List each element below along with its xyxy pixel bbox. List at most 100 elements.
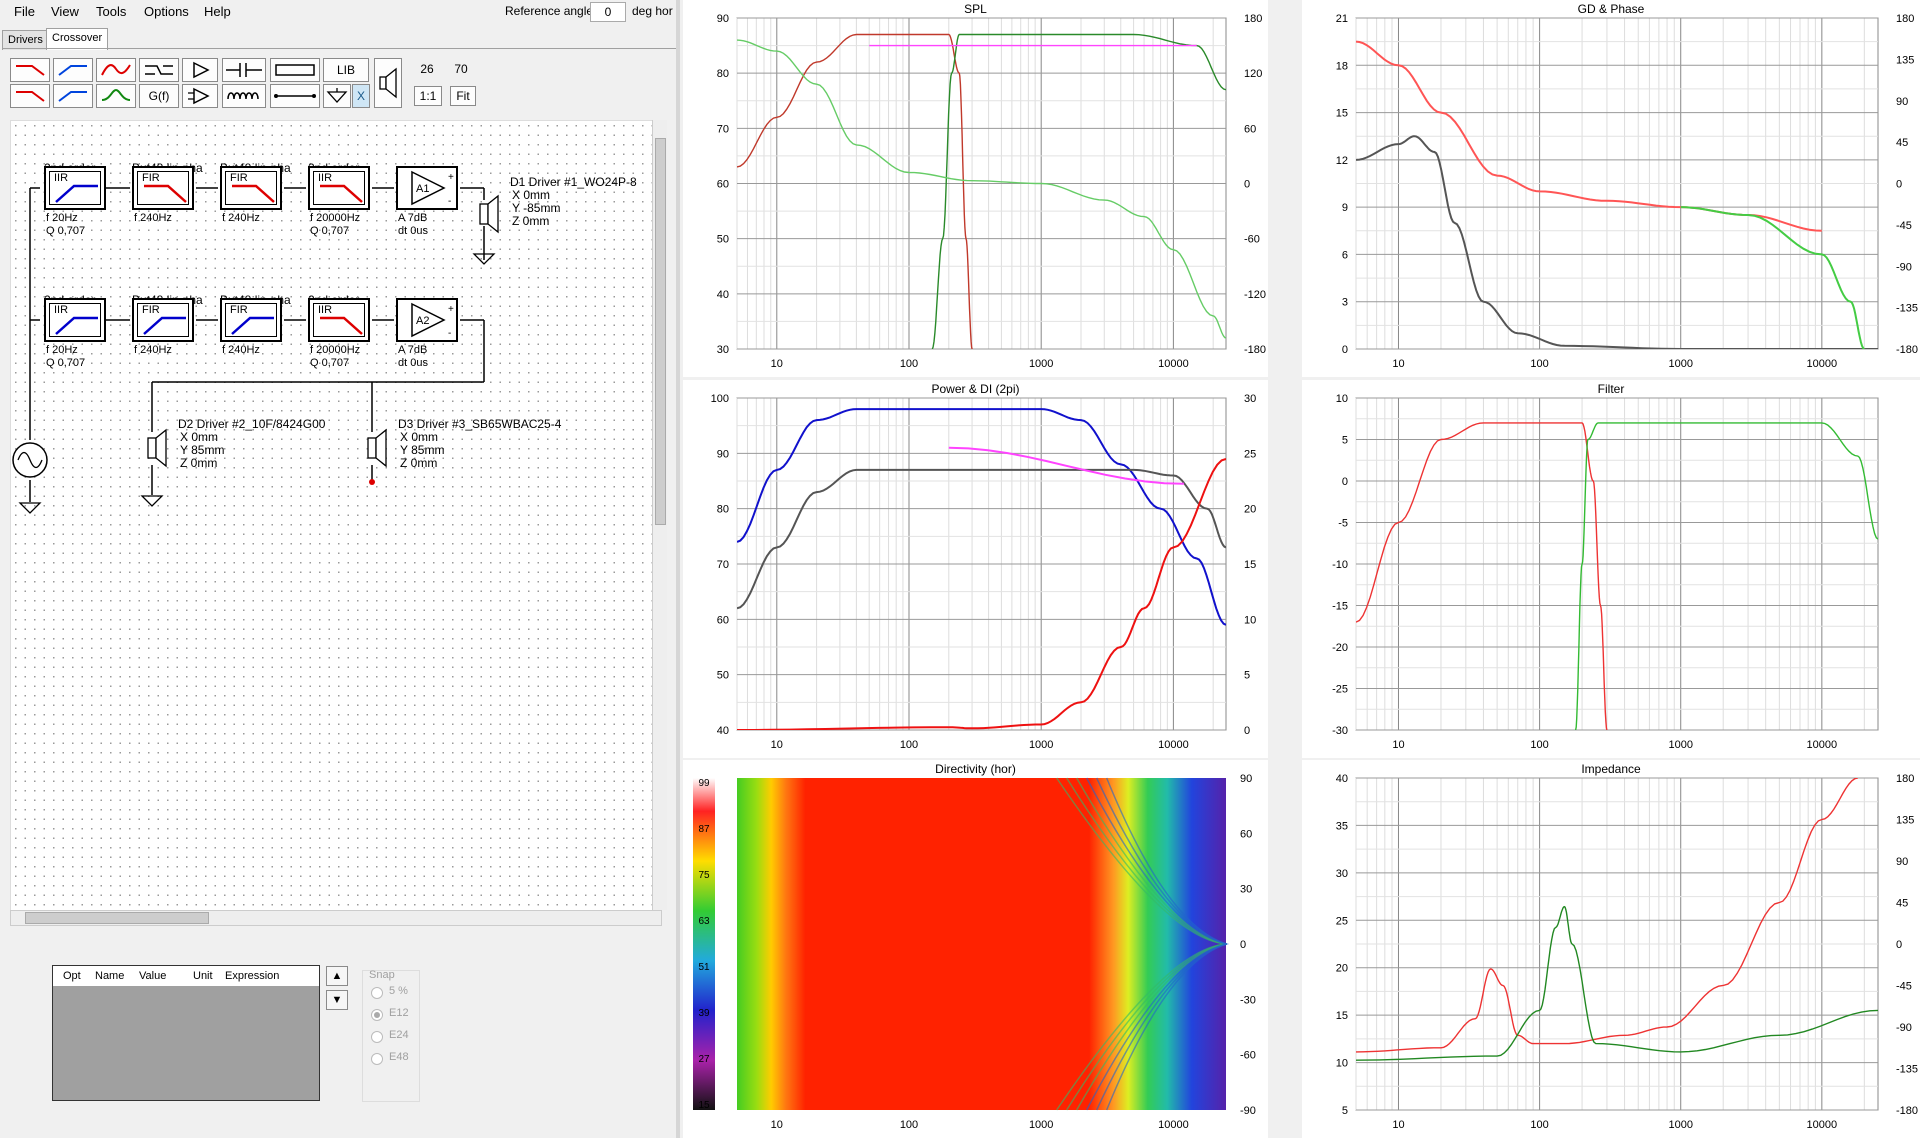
graph-gd-yright-tick: 135 [1896, 54, 1914, 66]
block-param-q-r1-0: Q 0,707 [46, 225, 86, 237]
peak-green-icon[interactable] [96, 84, 136, 108]
lowpass-red-2-icon[interactable] [10, 84, 50, 108]
crossover-canvas[interactable] [10, 120, 662, 912]
directivity-yright-tick: -60 [1240, 1050, 1256, 1062]
filter-block-r1-1[interactable]: FIR [132, 166, 194, 210]
directivity-xtick: 10 [771, 1119, 783, 1131]
graph-spl-xtick: 100 [900, 358, 918, 370]
graph-impedance-yright-tick: 90 [1896, 856, 1908, 868]
block-param-f-r2-1: f 240Hz [134, 344, 172, 356]
reference-angle-unit: deg hor [632, 4, 673, 18]
driver-3-name[interactable]: D3 Driver #3_SB65WBAC25-4 [398, 417, 562, 431]
parameter-table[interactable]: Opt Name Value Unit Expression [52, 965, 320, 1101]
highpass-blue-icon[interactable] [53, 58, 93, 82]
block-param-q-r1-3: Q 0,707 [310, 225, 350, 237]
graph-spl-yright-tick: 180 [1244, 13, 1262, 25]
graph-power[interactable]: Power & DI (2pi) 100 90 80 70 60 50 40 30 25 20 15 1… [683, 380, 1268, 758]
snap-option-5pct[interactable] [371, 987, 383, 999]
snap-option-e24[interactable] [371, 1031, 383, 1043]
graph-impedance-yleft-tick: 15 [1336, 1010, 1348, 1022]
filter-block-r2-3[interactable]: IIR [308, 298, 370, 342]
menu-options[interactable]: Options [144, 4, 189, 19]
menu-file[interactable]: File [14, 4, 35, 19]
zoom-num-2: 70 [454, 62, 468, 76]
snap-option-e12[interactable] [371, 1009, 383, 1021]
vertical-scrollbar[interactable] [652, 120, 667, 910]
col-value: Value [139, 970, 167, 982]
lowpass-red-icon[interactable] [10, 58, 50, 82]
graph-directivity[interactable]: Directivity (hor) 99 87 75 63 51 39 27 15 90 60 30 0… [683, 760, 1268, 1138]
graph-filter[interactable]: Filter 10 5 0 -5 -10 -15 -20 -25 -30 10 100 1000 1000… [1302, 380, 1920, 758]
ground-icon[interactable] [323, 84, 351, 108]
driver-3-z: Z 0mm [400, 456, 438, 470]
gf-label: G(f) [148, 89, 170, 103]
inductor-icon[interactable] [222, 84, 266, 108]
filter-block-r1-0[interactable]: IIR [44, 166, 106, 210]
filter-block-r2-2[interactable]: FIR [220, 298, 282, 342]
block-param-f-r2-3: f 20000Hz [310, 344, 361, 356]
block-param-f-r1-3: f 20000Hz [310, 212, 361, 224]
transfer-function-button[interactable]: G(f) [139, 84, 179, 108]
graph-filter-yleft-tick: -5 [1338, 518, 1348, 530]
summing-amp-icon[interactable] [182, 84, 218, 108]
directivity-xtick: 10000 [1158, 1119, 1189, 1131]
amplifier-a2[interactable]: A2 + - [396, 298, 458, 342]
resistor-icon[interactable] [270, 58, 320, 82]
one-to-one-button[interactable]: 1:1 [414, 86, 442, 106]
reference-angle-label: Reference angle [505, 4, 594, 18]
directivity-yright-tick: 60 [1240, 828, 1252, 840]
graph-gd-xtick: 1000 [1668, 358, 1692, 370]
move-down-button[interactable]: ▼ [326, 990, 348, 1010]
capacitor-icon[interactable] [222, 58, 266, 82]
driver-2-name[interactable]: D2 Driver #2_10F/8424G00 [178, 417, 326, 431]
block-param-f-r1-2: f 240Hz [222, 212, 260, 224]
wire-icon[interactable] [270, 84, 320, 108]
graph-gd-xtick: 10 [1392, 358, 1404, 370]
graph-impedance-series-0 [1356, 778, 1859, 1053]
tab-drivers[interactable]: Drivers [2, 30, 49, 50]
graph-gd-yright-tick: -180 [1896, 344, 1918, 356]
filter-block-r2-0[interactable]: IIR [44, 298, 106, 342]
graph-gd[interactable]: GD & Phase 21 18 15 12 9 6 3 0 180 135 90 45 0 -45 -90 -… [1302, 0, 1920, 377]
menu-view[interactable]: View [51, 4, 79, 19]
filter-block-r1-3[interactable]: IIR [308, 166, 370, 210]
graph-spl[interactable]: SPL 90 80 70 60 50 40 30 180 120 60 0 -60 -120 -180 10 1… [683, 0, 1268, 377]
col-expression: Expression [225, 970, 280, 982]
horizontal-scrollbar[interactable] [10, 910, 662, 926]
tab-crossover[interactable]: Crossover [46, 28, 109, 50]
bandpass-red-icon[interactable] [96, 58, 136, 82]
graph-spl-yleft-tick: 90 [717, 13, 729, 25]
delete-x-button[interactable]: X [352, 84, 370, 108]
driver-1-z: Z 0mm [512, 214, 550, 228]
graph-power-yright-tick: 25 [1244, 448, 1256, 460]
lib-button[interactable]: LIB [323, 58, 369, 82]
menu-help[interactable]: Help [204, 4, 231, 19]
filter-block-r1-2[interactable]: FIR [220, 166, 282, 210]
driver-1-name[interactable]: D1 Driver #1_WO24P-8 [510, 175, 637, 189]
highpass-blue-2-icon[interactable] [53, 84, 93, 108]
move-up-button[interactable]: ▲ [326, 966, 348, 986]
graph-filter-xtick: 1000 [1668, 739, 1692, 751]
speaker-icon[interactable] [374, 58, 402, 108]
driver-1-y: Y -85mm [512, 201, 561, 215]
driver-1-x: X 0mm [512, 188, 551, 202]
graph-spl-yright-tick: -180 [1244, 344, 1266, 356]
panel-splitter[interactable] [676, 0, 680, 1138]
fit-button[interactable]: Fit [450, 86, 476, 106]
graph-spl-yleft-tick: 50 [717, 234, 729, 246]
graph-spl-yright-tick: -120 [1244, 289, 1266, 301]
col-name: Name [95, 970, 125, 982]
graph-impedance[interactable]: Impedance 40 35 30 25 20 15 10 5 180 135 90 45 0 -45 -9… [1302, 760, 1920, 1138]
graph-filter-svg: Filter 10 5 0 -5 -10 -15 -20 -25 -30 10 100 1000 1000… [1332, 382, 1879, 751]
reference-angle-input[interactable]: 0 [590, 2, 626, 22]
graph-gd-series-2 [1680, 206, 1865, 349]
menu-tools[interactable]: Tools [96, 4, 127, 19]
allpass-icon[interactable] [139, 58, 179, 82]
amplifier-icon[interactable] [182, 58, 218, 82]
directivity-scale-tick: 99 [698, 778, 710, 789]
filter-block-r2-1[interactable]: FIR [132, 298, 194, 342]
amplifier-a1[interactable]: A1 + - [396, 166, 458, 210]
snap-group: Snap 5 % E12 E24 E48 [362, 969, 420, 1102]
snap-option-e48[interactable] [371, 1053, 383, 1065]
graph-impedance-yright-tick: 180 [1896, 773, 1914, 785]
